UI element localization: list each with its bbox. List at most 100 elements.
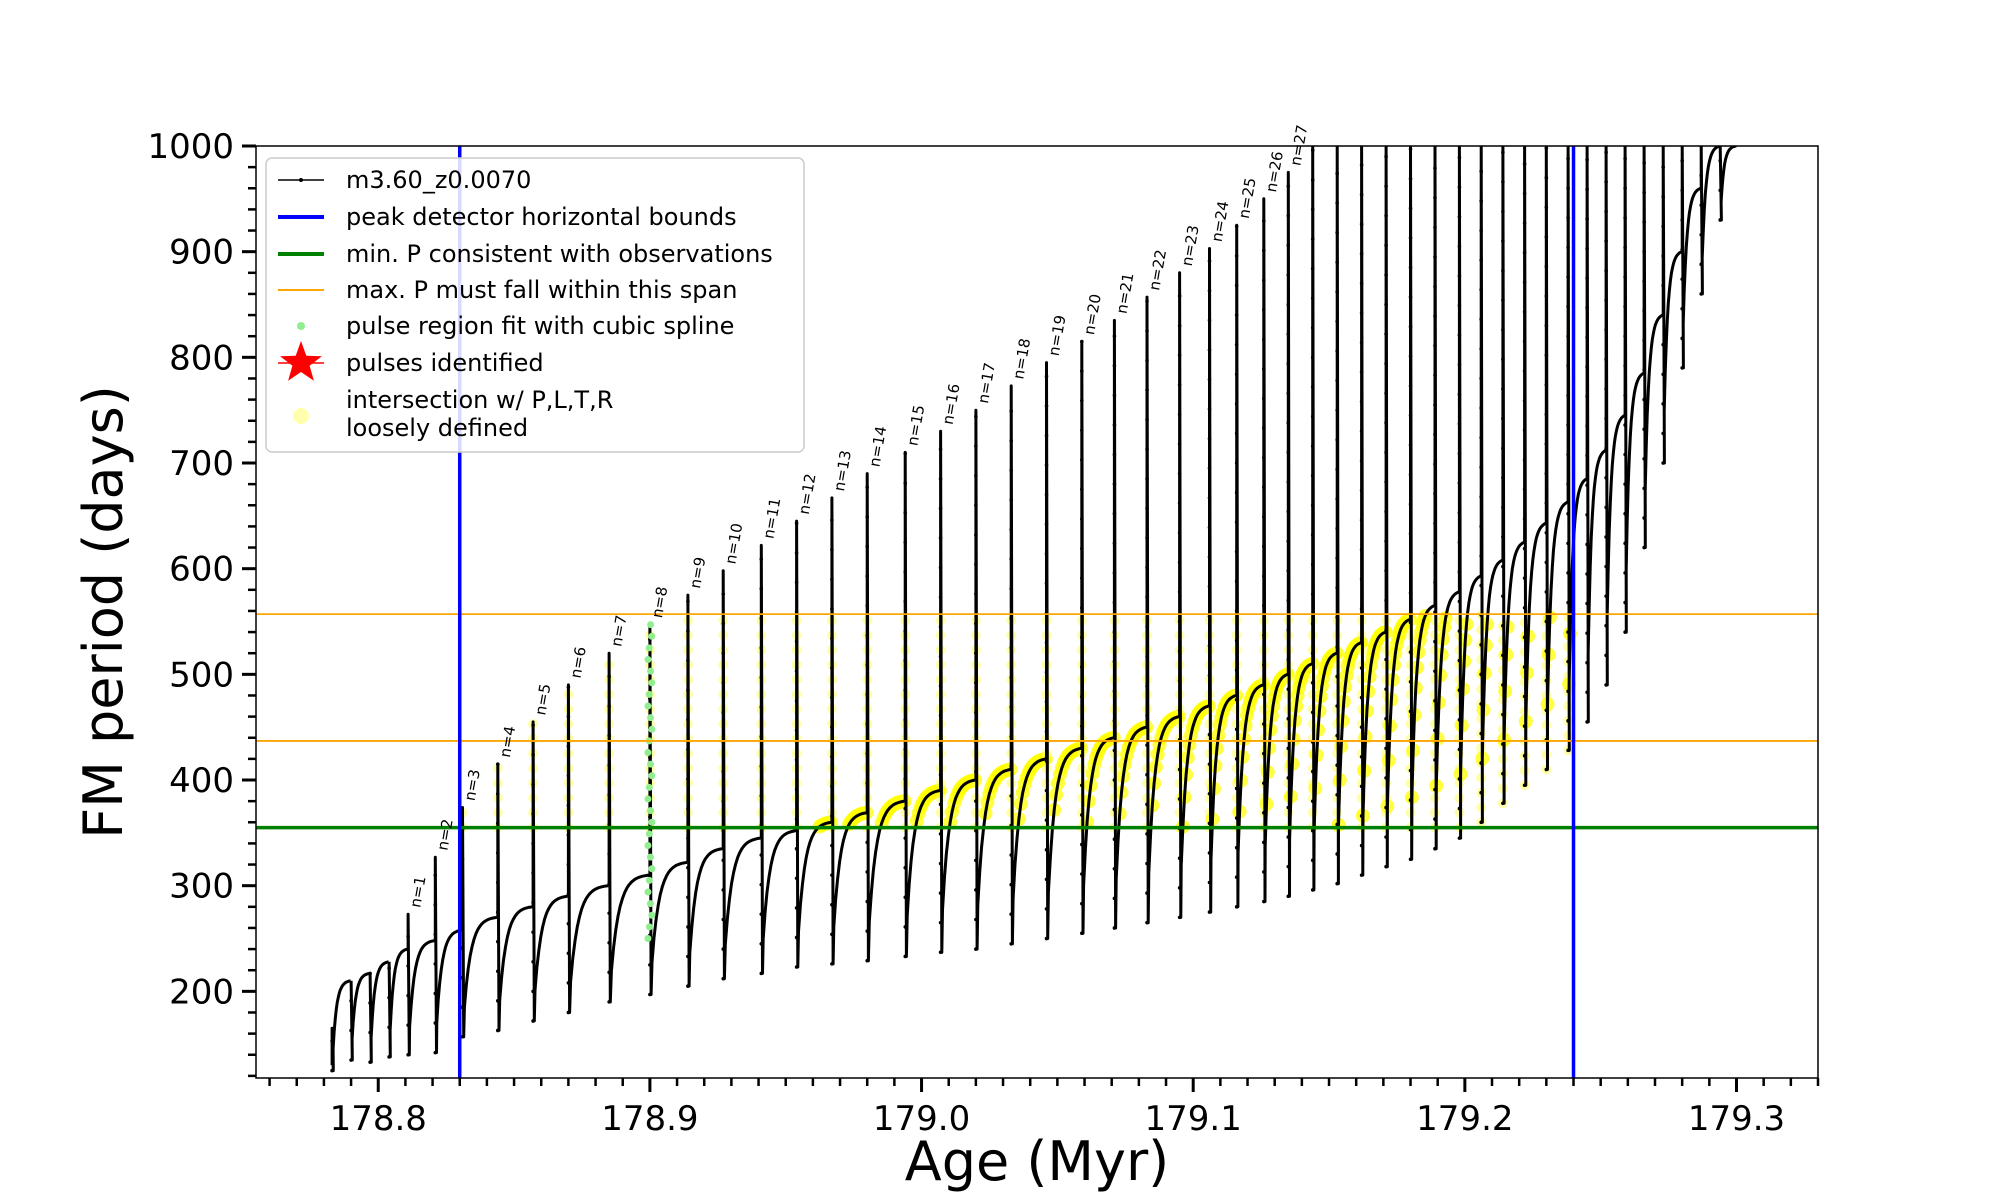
series-point [1623,363,1627,368]
series-point [686,629,690,633]
series-point [1310,207,1315,212]
series-point [721,828,726,833]
series-point [686,895,690,900]
series-point [759,942,764,946]
pulse-label: n=24 [1208,200,1233,244]
series-point [1384,598,1388,603]
series-point [1145,358,1149,363]
series-segment [1433,146,1460,851]
y-tick-label: 600 [169,550,234,590]
series-point [1112,541,1117,546]
series-point [1145,477,1149,481]
series-point [1604,268,1608,273]
series-point [1544,442,1549,446]
series-point [830,843,834,848]
series-point [1479,406,1483,410]
series-point [1145,388,1149,392]
series-point [1585,217,1589,221]
series-point [1359,459,1364,463]
series-point [1623,275,1627,279]
series-point [1009,853,1013,857]
series-point [1335,556,1339,560]
series-point [903,747,908,752]
series-point [1286,509,1291,514]
series-point [1585,483,1589,487]
series-point [1384,568,1388,573]
series-point [1234,549,1239,554]
series-segment [795,519,832,969]
series-point [686,984,690,988]
series-point [1585,305,1589,310]
series-point [1145,447,1149,452]
series-point [1661,254,1665,258]
series-point [1310,473,1315,478]
series-segment [1045,361,1082,940]
series-segment [387,947,409,1059]
series-point [1262,248,1266,253]
series-point [1335,319,1339,324]
series-segment [1642,146,1664,549]
spline-point [646,900,654,908]
series-point [1207,851,1212,855]
series-point [1522,339,1527,344]
series-point [1177,708,1182,713]
series-point [1479,228,1483,233]
series-point [1044,640,1049,645]
series-point [433,1021,438,1025]
series-point [1286,332,1291,336]
series-point [1384,421,1388,425]
series-segment [461,806,498,1039]
series-point [1080,605,1084,610]
series-point [1408,620,1413,625]
pulse-label: n=16 [939,382,964,426]
series-point [1566,423,1570,427]
series-point [1623,216,1627,220]
series-point [1234,786,1239,791]
series-point [1544,146,1549,150]
series-point [1479,554,1483,558]
series-point [1522,487,1527,492]
series-point [759,764,764,769]
series-point [1177,915,1182,920]
spline-point [647,714,655,722]
series-point [607,793,611,797]
series-point [830,636,834,641]
series-point [1566,659,1570,664]
series-point [607,940,611,945]
series-point [531,959,535,964]
series-point [974,888,978,892]
series-point [794,580,799,585]
series-point [1009,912,1013,917]
series-point [794,846,799,851]
series-point [531,723,535,727]
series-point [1585,246,1589,251]
series-point [1501,416,1505,421]
series-point [330,1068,334,1073]
spline-point [647,667,655,675]
series-point [1286,716,1291,721]
series-point [686,836,690,840]
series-point [1009,498,1013,502]
series-point [1522,221,1527,225]
series-point [1335,437,1339,442]
series-point [1479,258,1483,262]
series-point [1310,266,1315,271]
series-point [1112,778,1117,782]
series-point [1623,571,1627,575]
series-point [1680,277,1684,281]
pulse-label: n=15 [903,403,928,447]
series-point [1457,155,1462,160]
series-point [1433,225,1437,230]
series-point [1207,436,1212,441]
series-point [1262,396,1266,401]
series-point [1335,822,1339,827]
series-point [495,1028,500,1033]
series-point [495,939,500,944]
series-point [1433,551,1437,555]
pulse-label: n=10 [721,522,746,566]
series-point [1433,639,1437,644]
series-point [1566,216,1570,220]
series-point [1384,776,1388,780]
series-point [1310,592,1315,596]
series-point [1145,743,1149,747]
